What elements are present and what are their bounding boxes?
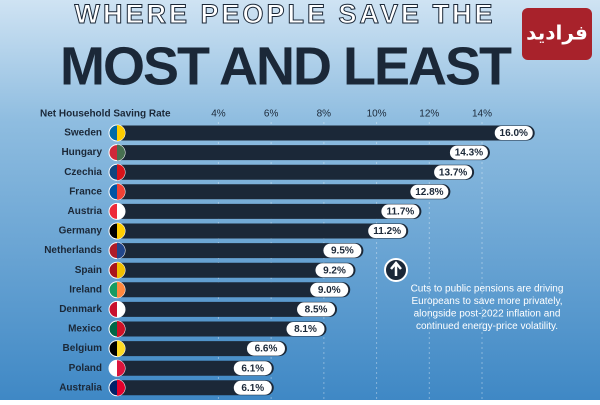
value-label: 11.2% (373, 226, 401, 237)
value-pill (494, 126, 533, 140)
y-tick-label: Sweden (64, 128, 102, 139)
value-pill (449, 145, 488, 160)
y-tick-label: Australia (59, 382, 102, 393)
y-tick-label: Hungary (61, 147, 102, 158)
y-tick-label: Ireland (69, 284, 102, 295)
y-tick-label: Denmark (59, 304, 102, 315)
value-label: 11.7% (386, 207, 414, 218)
flag-stripe (117, 360, 125, 377)
annotation-arrow (390, 261, 402, 276)
y-tick-label: Germany (59, 226, 103, 237)
value-pill (246, 341, 285, 356)
annotation-line: Cuts to public pensions are driving (411, 284, 564, 295)
bar (113, 243, 364, 259)
value-pill (381, 204, 420, 219)
y-tick-label: Czechia (64, 167, 102, 178)
bar (113, 380, 274, 396)
value-label: 13.7% (439, 167, 467, 178)
bar (113, 282, 351, 298)
x-tick-label: 14% (472, 109, 492, 120)
y-tick-label: Mexico (68, 324, 102, 335)
x-tick-label: 6% (264, 109, 279, 120)
bar (113, 321, 327, 337)
bar (113, 145, 490, 161)
y-tick-label: France (69, 186, 102, 197)
bars: Sweden 16.0% Hungary 14.3% Czechia 13.7% Franc… (44, 124, 535, 397)
x-axis-label: Net Household Saving Rate (40, 109, 171, 120)
value-label: 8.5% (305, 305, 328, 316)
value-label: 14.3% (455, 148, 483, 159)
value-pill (310, 282, 349, 297)
y-tick-label: Poland (69, 363, 102, 374)
x-tick-label: 4% (211, 109, 226, 120)
flag-stripe (117, 340, 125, 357)
bar (113, 360, 274, 376)
value-label: 6.1% (241, 363, 264, 374)
annotation-line: Europeans to save more privately, (411, 296, 562, 307)
flag-stripe (117, 164, 125, 181)
chart-title: WHERE PEOPLE SAVE THE (74, 0, 495, 29)
value-pill (286, 322, 325, 336)
watermark-box (522, 8, 592, 60)
value-pill (233, 380, 272, 395)
x-tick-label: 12% (419, 109, 439, 120)
bar (113, 184, 451, 200)
flag-stripe (117, 301, 125, 318)
bar (113, 341, 287, 357)
y-tick-label: Belgium (63, 343, 103, 354)
y-tick-label: Austria (68, 206, 103, 217)
bar (113, 125, 535, 141)
flag-stripe (117, 203, 125, 220)
value-pill (368, 224, 407, 238)
value-pill (233, 361, 272, 376)
flag-stripe (117, 144, 125, 161)
chart-subtitle: MOST AND LEAST (60, 36, 512, 96)
flag-stripe (117, 321, 125, 337)
y-tick-label: Netherlands (44, 245, 102, 256)
value-pill (315, 263, 354, 278)
flag-stripe (117, 125, 125, 141)
annotation-line: alongside post-2022 inflation and (414, 309, 561, 320)
bar (113, 301, 338, 317)
value-label: 16.0% (500, 128, 528, 139)
value-label: 9.2% (323, 265, 346, 276)
value-label: 6.6% (255, 344, 278, 355)
flag-stripe (117, 223, 125, 239)
value-pill (434, 165, 473, 180)
value-label: 9.0% (318, 285, 341, 296)
x-tick-label: 8% (317, 109, 332, 120)
watermark: فرادید (526, 21, 588, 45)
flag-stripe (117, 262, 125, 279)
bar (113, 223, 409, 239)
y-tick-label: Spain (75, 265, 102, 276)
flag-stripe (117, 183, 125, 200)
flag-stripe (117, 242, 125, 259)
value-pill (297, 302, 336, 317)
bar (113, 164, 475, 180)
annotation-line: continued energy-price volatility. (416, 321, 558, 332)
bar (113, 203, 422, 219)
bar (113, 262, 356, 278)
flag-stripe (117, 281, 125, 298)
value-label: 8.1% (294, 324, 317, 335)
x-tick-label: 10% (367, 109, 387, 120)
value-label: 9.5% (331, 246, 354, 257)
value-label: 12.8% (415, 187, 443, 198)
value-pill (410, 184, 449, 199)
annotation: Cuts to public pensions are drivingEurop… (411, 284, 564, 333)
flag-stripe (117, 379, 125, 396)
value-label: 6.1% (241, 383, 264, 394)
value-pill (323, 243, 362, 258)
